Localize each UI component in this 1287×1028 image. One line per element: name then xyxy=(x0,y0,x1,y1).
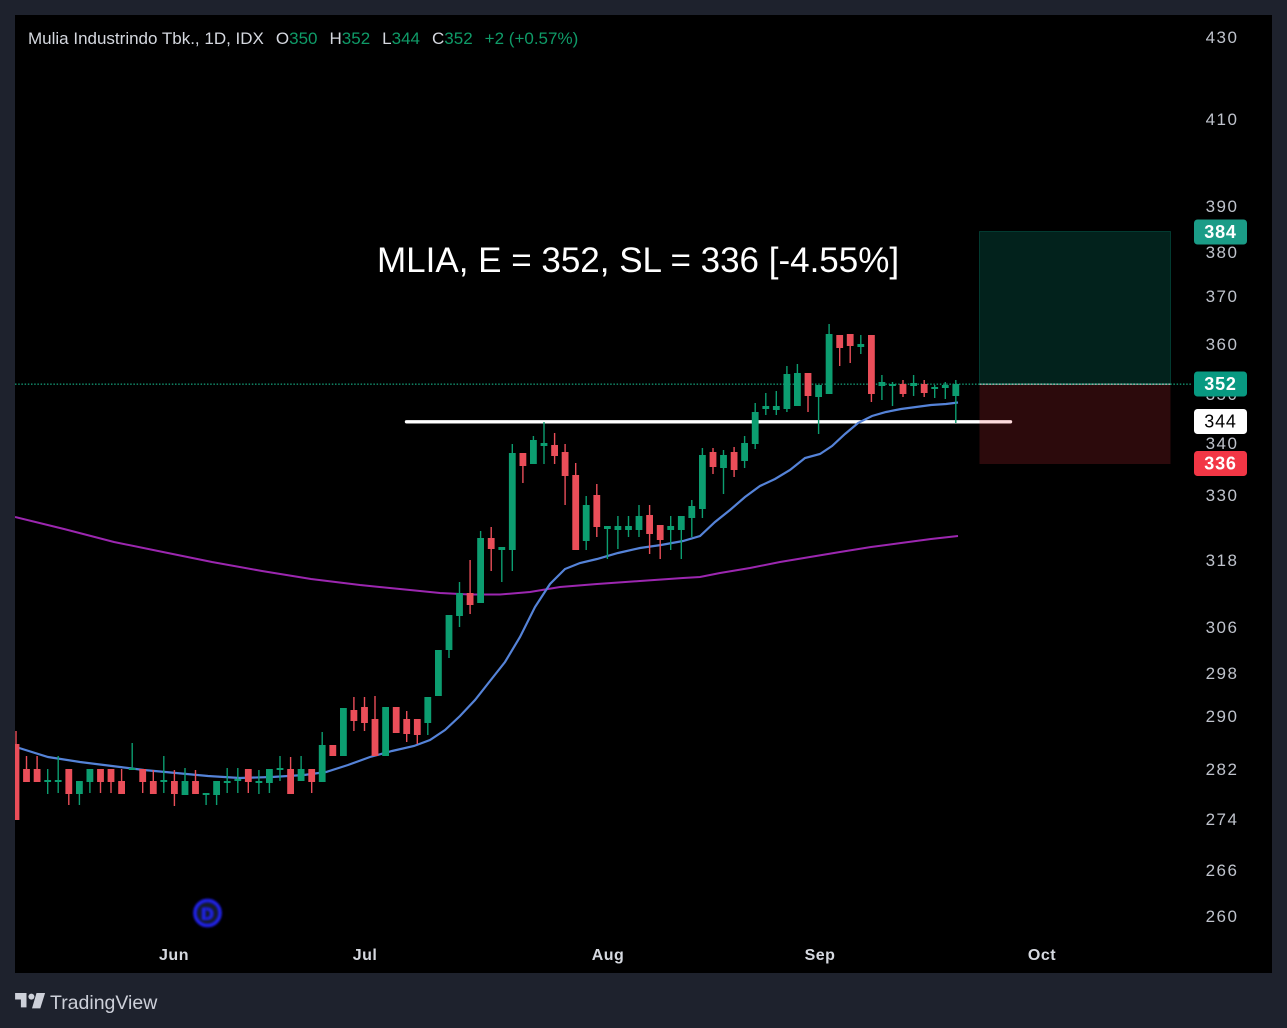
svg-text:Mulia Industrindo Tbk., 1D, ID: Mulia Industrindo Tbk., 1D, IDX O350 H352 L… xyxy=(28,29,578,48)
svg-text:384: 384 xyxy=(1204,222,1236,242)
svg-text:MLIA, E = 352, SL = 336 [-4.55: MLIA, E = 352, SL = 336 [-4.55%] xyxy=(377,241,899,280)
svg-text:Jun: Jun xyxy=(159,947,189,964)
svg-text:Oct: Oct xyxy=(1028,947,1056,964)
svg-text:410: 410 xyxy=(1206,110,1239,129)
svg-text:330: 330 xyxy=(1206,486,1239,505)
svg-text:260: 260 xyxy=(1206,907,1239,926)
svg-text:306: 306 xyxy=(1206,618,1239,637)
svg-text:352: 352 xyxy=(1204,374,1236,394)
svg-text:340: 340 xyxy=(1206,434,1239,453)
svg-text:290: 290 xyxy=(1206,707,1239,726)
svg-text:Sep: Sep xyxy=(805,947,836,964)
svg-text:380: 380 xyxy=(1206,243,1239,262)
svg-text:318: 318 xyxy=(1206,551,1239,570)
svg-text:360: 360 xyxy=(1206,335,1239,354)
svg-text:Jul: Jul xyxy=(353,947,378,964)
svg-text:266: 266 xyxy=(1206,861,1239,880)
svg-text:430: 430 xyxy=(1206,28,1239,47)
svg-text:370: 370 xyxy=(1206,287,1239,306)
svg-text:274: 274 xyxy=(1206,810,1239,829)
svg-text:336: 336 xyxy=(1204,454,1236,474)
svg-text:390: 390 xyxy=(1206,197,1239,216)
svg-text:Aug: Aug xyxy=(592,947,625,964)
svg-text:344: 344 xyxy=(1204,412,1236,432)
svg-text:D: D xyxy=(201,905,213,924)
svg-text:282: 282 xyxy=(1206,760,1239,779)
svg-text:TradingView: TradingView xyxy=(50,992,158,1014)
svg-text:298: 298 xyxy=(1206,664,1239,683)
